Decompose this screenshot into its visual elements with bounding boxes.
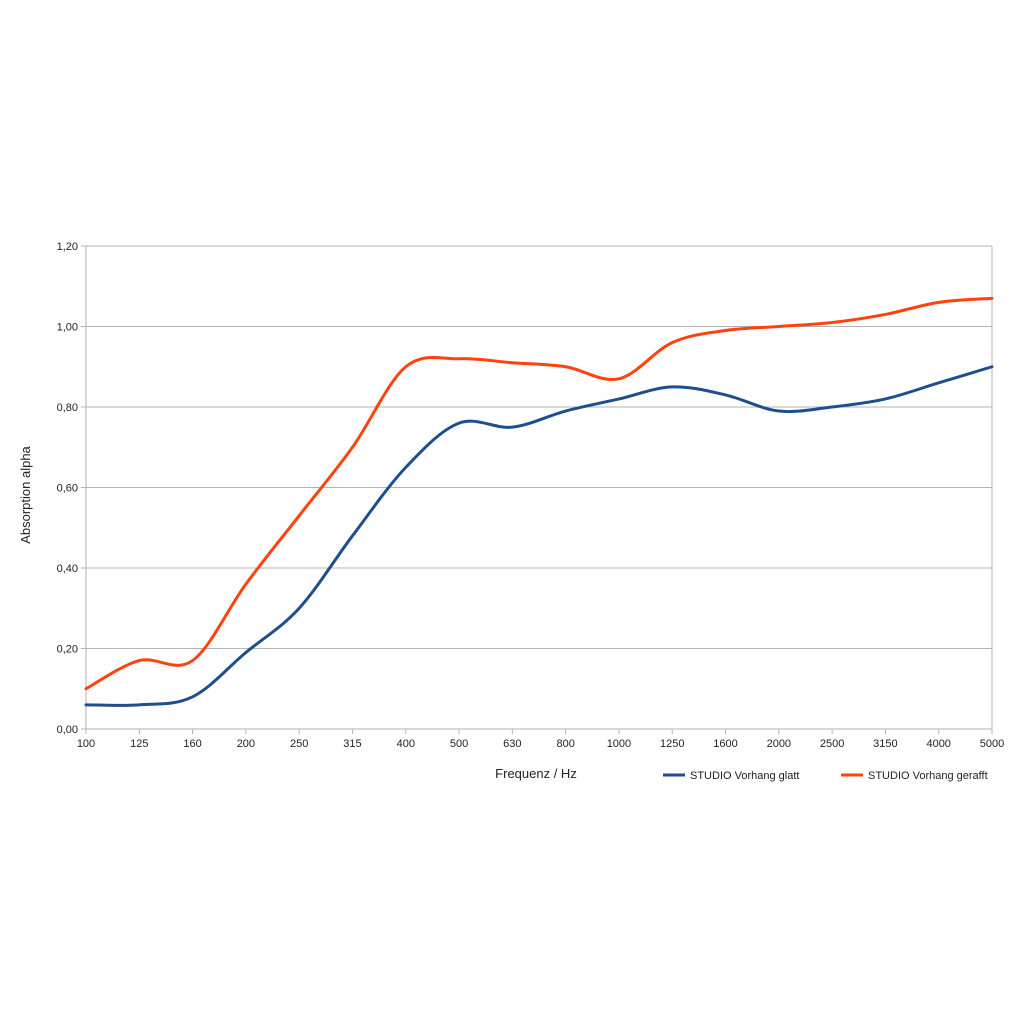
x-tick-label: 5000: [980, 738, 1004, 750]
series-lines: [84, 296, 994, 707]
x-tick-label: 1000: [607, 738, 631, 750]
x-tick-label: 1250: [660, 738, 684, 750]
y-tick-labels: 0,00 0,20 0,40 0,60 0,80 1,00 1,20: [57, 241, 78, 736]
x-tick-label: 250: [290, 738, 308, 750]
y-axis-title: Absorption alpha: [18, 445, 33, 543]
x-tick-label: 200: [237, 738, 255, 750]
x-tick-label: 100: [77, 738, 95, 750]
y-tick-label: 0,60: [57, 483, 78, 495]
x-tick-label: 4000: [926, 738, 950, 750]
x-axis-title: Frequenz / Hz: [495, 766, 577, 781]
legend: STUDIO Vorhang glatt STUDIO Vorhang gera…: [663, 770, 988, 782]
y-tick-label: 0,20: [57, 644, 78, 656]
x-tick-label: 1600: [713, 738, 737, 750]
x-tick-label: 400: [397, 738, 415, 750]
legend-label-series-2: STUDIO Vorhang gerafft: [868, 770, 988, 782]
y-tick-label: 1,00: [57, 322, 78, 334]
y-tick-label: 1,20: [57, 241, 78, 253]
x-tick-label: 2000: [767, 738, 791, 750]
x-tick-label: 500: [450, 738, 468, 750]
series-line-2: [84, 296, 994, 691]
x-tick-label: 800: [556, 738, 574, 750]
y-tick-label: 0,00: [57, 724, 78, 736]
x-tick-label: 315: [343, 738, 361, 750]
x-tick-label: 160: [183, 738, 201, 750]
x-tick-label: 630: [503, 738, 521, 750]
x-tick-labels: 100 125 160 200 250 315 400 500 630 800 1000 1250 16…: [77, 738, 1004, 750]
x-tick-label: 2500: [820, 738, 844, 750]
legend-label-series-1: STUDIO Vorhang glatt: [690, 770, 799, 782]
series-line-1: [84, 365, 994, 707]
axes: [81, 245, 993, 734]
y-tick-label: 0,80: [57, 402, 78, 414]
gridlines: [86, 245, 992, 730]
x-tick-label: 3150: [873, 738, 897, 750]
y-tick-label: 0,40: [57, 563, 78, 575]
x-tick-label: 125: [130, 738, 148, 750]
